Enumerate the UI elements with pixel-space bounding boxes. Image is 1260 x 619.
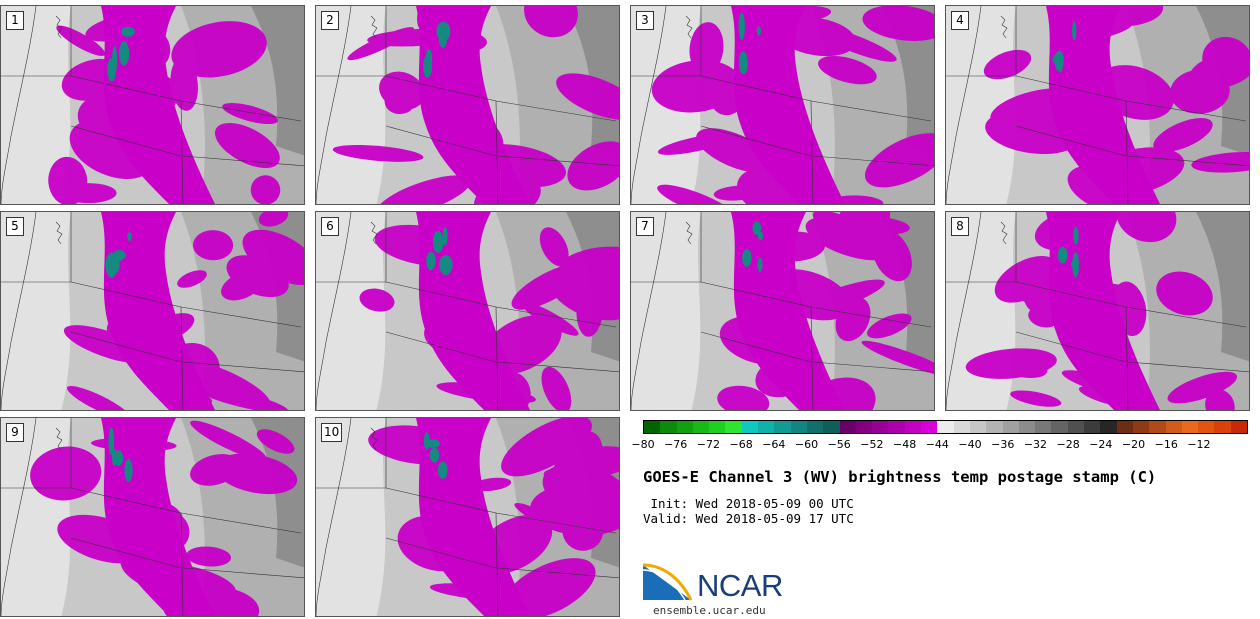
colorbar-swatch	[839, 421, 856, 433]
colorbar-swatch	[1116, 421, 1133, 433]
colorbar-tick-labels: −80 −76 −72 −68 −64 −60 −56 −52 −48 −44 −40 −36 −32−…	[631, 438, 1248, 454]
colorbar-swatch	[823, 421, 840, 433]
valid-time: Valid: Wed 2018-05-09 17 UTC	[643, 511, 854, 526]
colorbar-swatch	[855, 421, 873, 433]
map-canvas	[1, 212, 304, 410]
colorbar-swatch	[1165, 421, 1182, 433]
map-canvas	[946, 212, 1249, 410]
colorbar-tick-label: −52	[860, 438, 884, 451]
logo-wordmark: NCAR	[697, 568, 783, 603]
logo-url: ensemble.ucar.edu	[653, 604, 766, 617]
colorbar-tick-label: −44	[925, 438, 949, 451]
map-canvas	[631, 212, 934, 410]
colorbar-swatch	[888, 421, 905, 433]
map-canvas	[1, 6, 304, 204]
map-panel-4: 4	[945, 5, 1250, 205]
colorbar-swatch	[1198, 421, 1215, 433]
figure-title: GOES-E Channel 3 (WV) brightness temp po…	[643, 468, 1157, 486]
map-panel-1: 1	[0, 5, 305, 205]
colorbar-swatch	[806, 421, 824, 433]
colorbar-tick-label: −12	[1187, 438, 1211, 451]
colorbar-tick-label: −56	[827, 438, 851, 451]
colorbar-swatch	[1214, 421, 1231, 433]
colorbar-tick-label: −16	[1154, 438, 1178, 451]
map-canvas	[631, 6, 934, 204]
map-panel-7: 7	[630, 211, 935, 411]
colorbar-swatch	[741, 421, 759, 433]
colorbar-tick-label: −60	[794, 438, 819, 451]
map-canvas	[1, 418, 304, 616]
panel-number: 3	[636, 11, 654, 30]
map-canvas	[316, 212, 619, 410]
map-canvas	[946, 6, 1249, 204]
map-panel-9: 9	[0, 417, 305, 617]
colorbar-swatch	[1100, 421, 1117, 433]
colorbar-swatch	[1149, 421, 1166, 433]
colorbar-tick-label: −28	[1056, 438, 1080, 451]
map-panel-5: 5	[0, 211, 305, 411]
panel-number: 10	[321, 423, 343, 442]
colorbar-swatch	[1051, 421, 1068, 433]
map-canvas	[316, 418, 619, 616]
colorbar-swatch	[692, 421, 710, 433]
colorbar-swatch	[872, 421, 889, 433]
colorbar-swatch	[790, 421, 807, 433]
colorbar-swatch	[969, 421, 987, 433]
panel-number: 4	[951, 11, 969, 30]
colorbar-tick-label: −72	[696, 438, 720, 451]
colorbar-swatch	[1018, 421, 1036, 433]
panel-number: 9	[6, 423, 24, 442]
colorbar-tick-label: −64	[762, 438, 786, 451]
colorbar-swatch	[1230, 421, 1247, 433]
panel-number: 6	[321, 217, 339, 236]
colorbar-swatch	[921, 421, 938, 433]
colorbar-tick-label: −48	[893, 438, 917, 451]
colorbar-swatch	[774, 421, 791, 433]
colorbar-swatch	[1067, 421, 1085, 433]
colorbar-tick-label: −24	[1089, 438, 1113, 451]
colorbar-tick-label: −32	[1023, 438, 1048, 451]
map-panel-10: 10	[315, 417, 620, 617]
panel-number: 1	[6, 11, 24, 30]
panel-number: 7	[636, 217, 654, 236]
colorbar-swatch	[725, 421, 742, 433]
colorbar-tick-label: −76	[664, 438, 688, 451]
ncar-logo-icon	[643, 563, 693, 601]
panel-number: 8	[951, 217, 969, 236]
colorbar-swatch	[644, 421, 661, 433]
colorbar-swatch	[1181, 421, 1199, 433]
colorbar	[643, 420, 1248, 434]
colorbar-swatch	[660, 421, 677, 433]
panel-number: 2	[321, 11, 339, 30]
colorbar-swatch	[1084, 421, 1101, 433]
colorbar-swatch	[758, 421, 775, 433]
map-canvas	[316, 6, 619, 204]
colorbar-swatch	[1035, 421, 1052, 433]
colorbar-swatch	[937, 421, 954, 433]
init-time: Init: Wed 2018-05-09 00 UTC	[643, 496, 854, 511]
colorbar-tick-label: −20	[1121, 438, 1146, 451]
colorbar-swatch	[953, 421, 970, 433]
map-panel-2: 2	[315, 5, 620, 205]
colorbar-tick-label: −36	[991, 438, 1015, 451]
colorbar-swatch	[676, 421, 693, 433]
colorbar-swatch	[986, 421, 1003, 433]
colorbar-tick-label: −68	[729, 438, 753, 451]
panel-number: 5	[6, 217, 24, 236]
colorbar-swatch	[709, 421, 726, 433]
colorbar-swatch	[904, 421, 922, 433]
map-panel-6: 6	[315, 211, 620, 411]
colorbar-tick-label: −80	[631, 438, 655, 451]
colorbar-tick-label: −40	[958, 438, 982, 451]
map-panel-3: 3	[630, 5, 935, 205]
map-panel-8: 8	[945, 211, 1250, 411]
colorbar-swatch	[1132, 421, 1150, 433]
colorbar-swatch	[1002, 421, 1019, 433]
